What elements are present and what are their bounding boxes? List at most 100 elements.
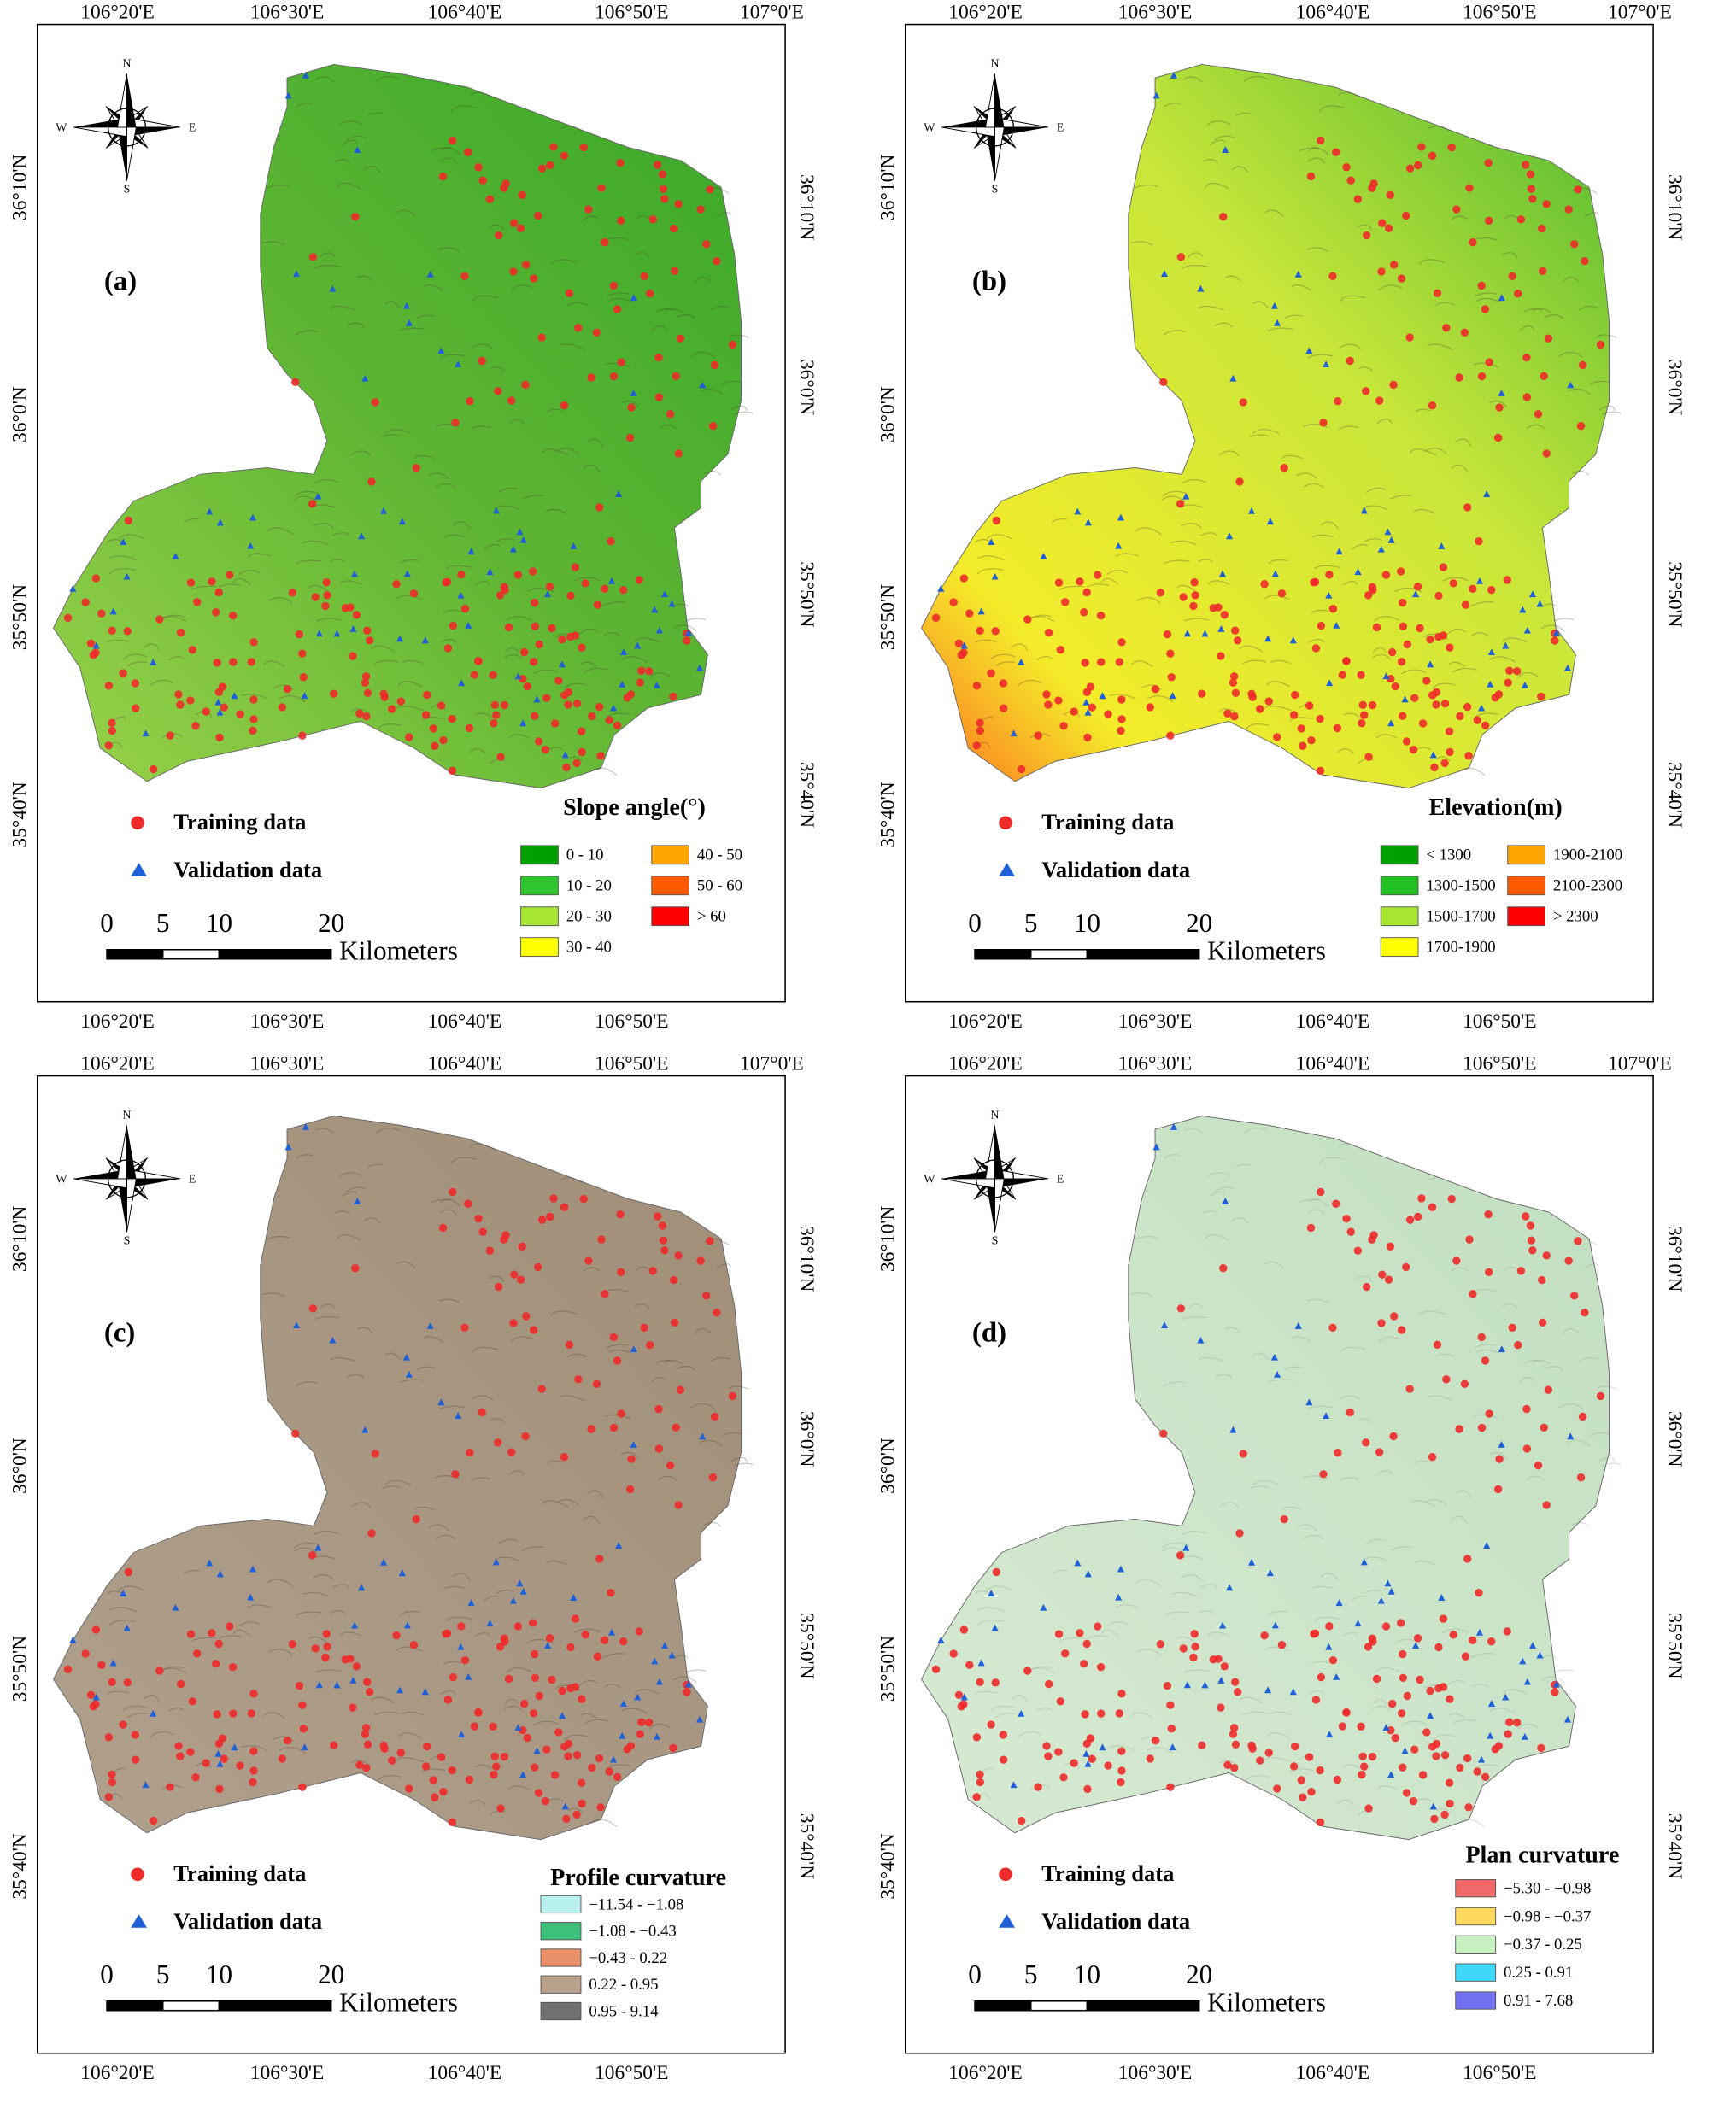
terrain-ridge [167,656,185,660]
training-point [637,1718,646,1726]
validation-point [1438,1594,1446,1601]
training-point [523,1733,531,1743]
training-point [1117,726,1125,735]
training-point [1368,1752,1377,1761]
training-point [537,333,546,342]
terrain-ridge [675,314,696,319]
terrain-ridge [586,1490,604,1498]
validation-point [630,390,637,396]
training-point [1461,600,1470,609]
validation-point [1182,1544,1190,1551]
terrain-ridge [1182,265,1208,269]
validation-point [1117,513,1124,521]
training-point [1528,1246,1537,1255]
terrain-ridge [1265,681,1290,688]
training-point [448,1818,457,1827]
training-point [710,1412,719,1421]
validation-point [206,1559,214,1567]
validation-point [231,692,238,700]
validation-point [1326,679,1334,687]
terrain-ridge [508,419,525,425]
training-point [1512,1719,1522,1727]
training-point [1054,1630,1064,1638]
training-point [616,1210,625,1219]
training-point [1402,1262,1410,1272]
terrain-ridge [367,112,383,116]
terrain-ridge [1218,708,1239,715]
training-point [460,1656,470,1665]
terrain-ridge [601,600,626,607]
training-point [1387,647,1397,657]
validation-point [1387,536,1395,543]
training-point [1117,1766,1126,1775]
terrain-ridge [262,1712,285,1719]
terrain-ridge [1311,609,1329,614]
training-point [1544,334,1553,343]
training-point [1418,1771,1428,1779]
terrain-ridge [1361,1556,1387,1561]
validation-point [615,1542,623,1549]
terrain-ridge [341,139,358,146]
training-point [1346,1227,1355,1236]
legend-label: > 2300 [1553,908,1598,926]
scale-label: 5 [156,908,170,938]
terrain-ridge [446,1616,472,1621]
training-point [1353,1246,1363,1255]
training-point [550,719,560,728]
terrain-ridge [440,1198,461,1207]
training-point [431,741,439,750]
terrain-ridge [315,76,335,83]
latitude-label: 36°10'N [877,154,899,220]
validation-point [172,1603,179,1611]
validation-point [1377,545,1385,553]
terrain-ridge [308,1636,328,1643]
compass-point [994,1125,1005,1179]
terrain-ridge [721,1432,742,1437]
validation-point [651,606,659,613]
terrain-ridge [1441,1628,1469,1633]
terrain-ridge [1264,209,1284,217]
training-point [1059,722,1068,730]
map-frame [36,23,786,1003]
validation-point [1197,284,1205,292]
training-point [549,1194,558,1203]
terrain-ridge [428,1524,449,1532]
terrain-ridge [1342,1631,1358,1637]
training-point [1377,1319,1386,1327]
longitude-label: 106°20'E [948,1052,1023,1075]
validation-point [398,1569,406,1577]
terrain-ridge [439,638,457,644]
training-point [1542,1251,1551,1260]
scale-label: 0 [100,1959,114,1989]
validation-point [655,626,663,634]
training-point [1362,1438,1370,1447]
terrain-ridge [601,1652,626,1659]
validation-point [292,270,301,278]
training-point [1342,162,1351,172]
training-point [91,648,100,657]
legend-label: 0.25 - 0.91 [1504,1964,1573,1982]
latitude-label: 35°50'N [795,561,818,627]
terrain-ridge [1296,472,1317,480]
training-point [1389,380,1398,390]
validation-point [630,1345,637,1353]
terrain-ridge [547,408,563,413]
training-point [1396,1619,1405,1627]
training-point [442,1630,450,1638]
training-point [1440,700,1450,708]
training-point [176,1679,185,1689]
terrain-ridge [1448,1713,1465,1719]
training-point [478,1227,487,1236]
training-point [249,1778,257,1787]
training-point [494,387,502,395]
legend-label: −0.43 - 0.22 [589,1949,667,1967]
training-point [1056,1697,1064,1706]
terrain-ridge [1451,1515,1469,1524]
panel-label: (d) [972,1317,1006,1348]
training-point [295,1681,304,1690]
training-point [1094,1622,1102,1631]
terrain-ridge [468,1800,487,1806]
training-point [549,143,558,151]
training-point [351,1263,360,1273]
